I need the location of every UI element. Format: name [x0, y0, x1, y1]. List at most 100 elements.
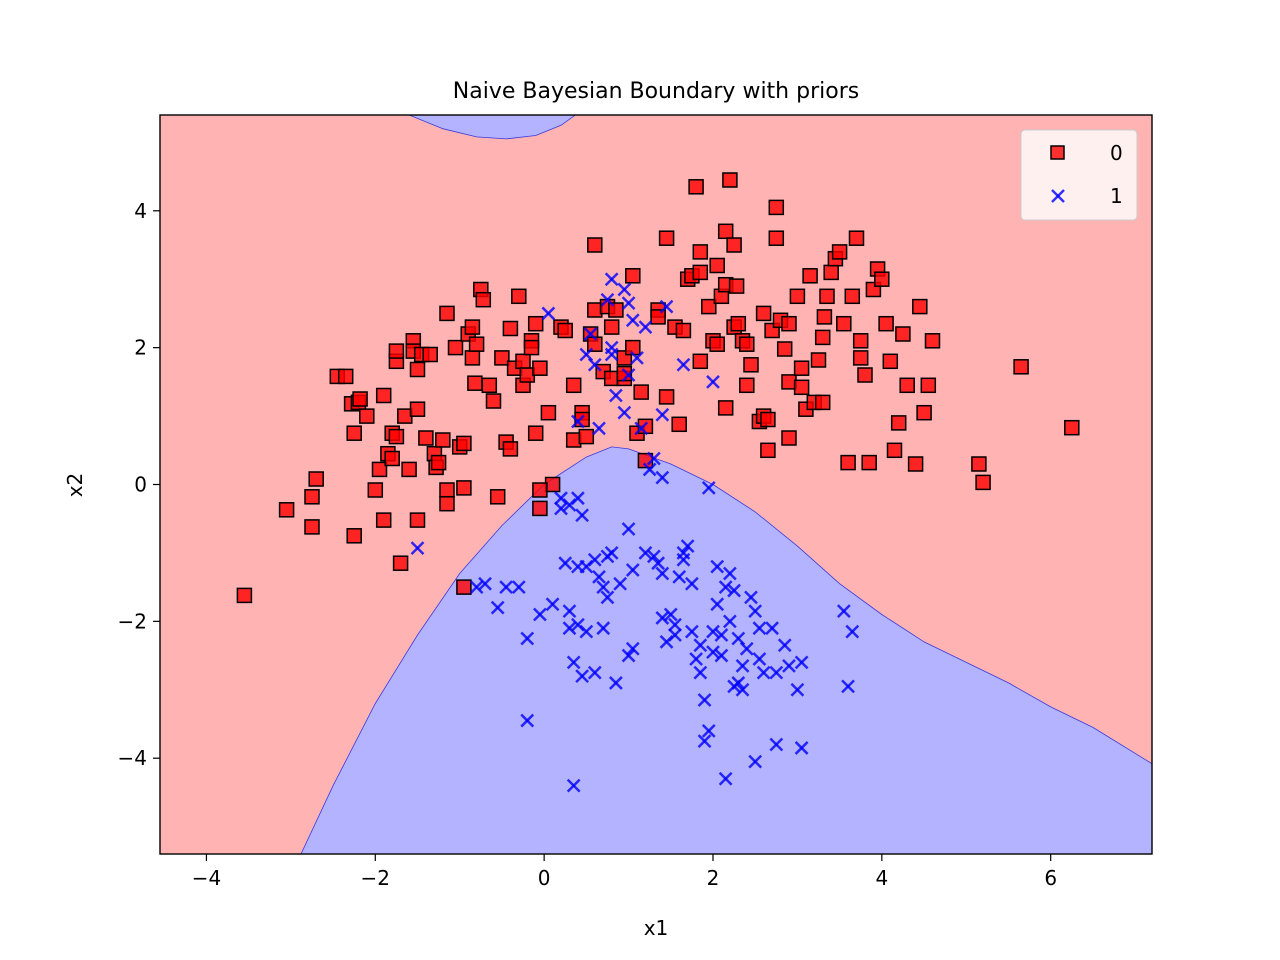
point-class-1 [782, 658, 796, 673]
legend-label-1: 1 [1110, 184, 1123, 208]
point-class-0 [692, 353, 709, 370]
point-class-0 [814, 329, 831, 346]
point-class-1 [647, 451, 661, 466]
point-class-0 [658, 230, 675, 246]
point-class-0 [371, 461, 388, 478]
point-class-1 [769, 737, 784, 752]
point-class-1 [545, 597, 560, 612]
point-class-0 [743, 357, 759, 373]
point-class-0 [494, 350, 510, 366]
point-class-1 [600, 590, 615, 605]
x-tick-label: 4 [875, 866, 888, 890]
point-class-0 [848, 230, 865, 246]
point-class-1 [706, 645, 720, 660]
point-class-1 [701, 723, 716, 738]
point-class-1 [735, 682, 750, 697]
point-class-1 [693, 665, 708, 680]
point-class-0 [886, 442, 903, 459]
point-class-1 [769, 665, 784, 680]
point-class-0 [456, 435, 472, 452]
point-class-0 [515, 353, 531, 370]
point-class-0 [435, 432, 451, 448]
point-class-1 [587, 665, 602, 680]
point-class-1 [579, 347, 594, 362]
point-class-0 [565, 377, 582, 394]
point-class-1 [600, 292, 615, 307]
point-class-0 [816, 309, 833, 325]
x-tick-label: 0 [538, 866, 551, 890]
point-class-1 [659, 299, 674, 314]
point-class-0 [422, 346, 438, 363]
point-class-1 [596, 580, 611, 595]
point-class-1 [630, 351, 644, 365]
point-class-0 [924, 333, 941, 349]
point-class-0 [874, 271, 890, 287]
point-class-1 [490, 600, 505, 615]
point-class-0 [236, 587, 253, 604]
point-class-1 [672, 569, 687, 584]
point-class-1 [592, 569, 606, 584]
point-class-1 [579, 624, 594, 639]
point-class-0 [304, 489, 320, 505]
point-class-1 [511, 580, 526, 595]
point-class-0 [852, 350, 869, 366]
point-class-1 [697, 734, 712, 748]
point-class-0 [557, 322, 573, 339]
point-class-0 [675, 322, 692, 339]
point-class-0 [802, 268, 818, 284]
point-class-0 [739, 377, 755, 394]
point-class-0 [278, 502, 295, 518]
point-class-0 [304, 519, 320, 535]
point-class-0 [502, 320, 519, 337]
point-class-0 [578, 428, 595, 445]
point-class-1 [655, 407, 670, 422]
point-class-1 [684, 576, 699, 591]
point-class-1 [845, 624, 860, 639]
point-class-0 [346, 528, 362, 544]
point-class-0 [1013, 359, 1029, 375]
point-class-1 [625, 313, 640, 328]
point-class-1 [638, 320, 653, 335]
point-class-0 [730, 315, 747, 332]
point-class-0 [337, 368, 354, 385]
point-class-1 [562, 621, 577, 636]
x-tick-label: 2 [707, 866, 720, 890]
point-class-1 [693, 638, 708, 653]
point-class-1 [794, 741, 809, 755]
point-class-1 [718, 580, 733, 595]
point-class-1 [638, 546, 653, 560]
point-class-0 [717, 223, 734, 240]
point-class-0 [781, 430, 797, 446]
point-class-1 [604, 347, 619, 362]
point-class-1 [739, 641, 754, 656]
point-class-0 [625, 268, 641, 284]
point-class-0 [857, 367, 873, 383]
point-class-0 [384, 450, 400, 467]
point-class-0 [760, 442, 776, 459]
point-class-1 [731, 676, 746, 690]
point-class-1 [617, 405, 632, 420]
point-class-1 [668, 617, 682, 632]
point-class-0 [467, 375, 483, 391]
point-class-1 [748, 604, 763, 618]
point-class-0 [346, 425, 362, 441]
point-class-1 [777, 638, 792, 653]
point-class-1 [756, 665, 771, 680]
point-class-0 [367, 482, 384, 498]
point-class-1 [575, 669, 590, 683]
point-class-1 [836, 604, 851, 618]
point-class-0 [895, 326, 911, 342]
class-1-region-upper [408, 115, 577, 140]
point-class-0 [456, 480, 472, 496]
point-class-0 [485, 393, 502, 409]
point-class-0 [831, 244, 848, 260]
point-class-1 [706, 374, 720, 389]
point-class-0 [527, 425, 544, 441]
point-class-1 [587, 357, 602, 372]
point-class-0 [975, 474, 991, 491]
point-class-0 [814, 394, 831, 411]
point-class-0 [878, 315, 894, 332]
point-class-0 [658, 389, 675, 405]
points-layer [236, 172, 1080, 793]
point-class-0 [439, 495, 455, 512]
